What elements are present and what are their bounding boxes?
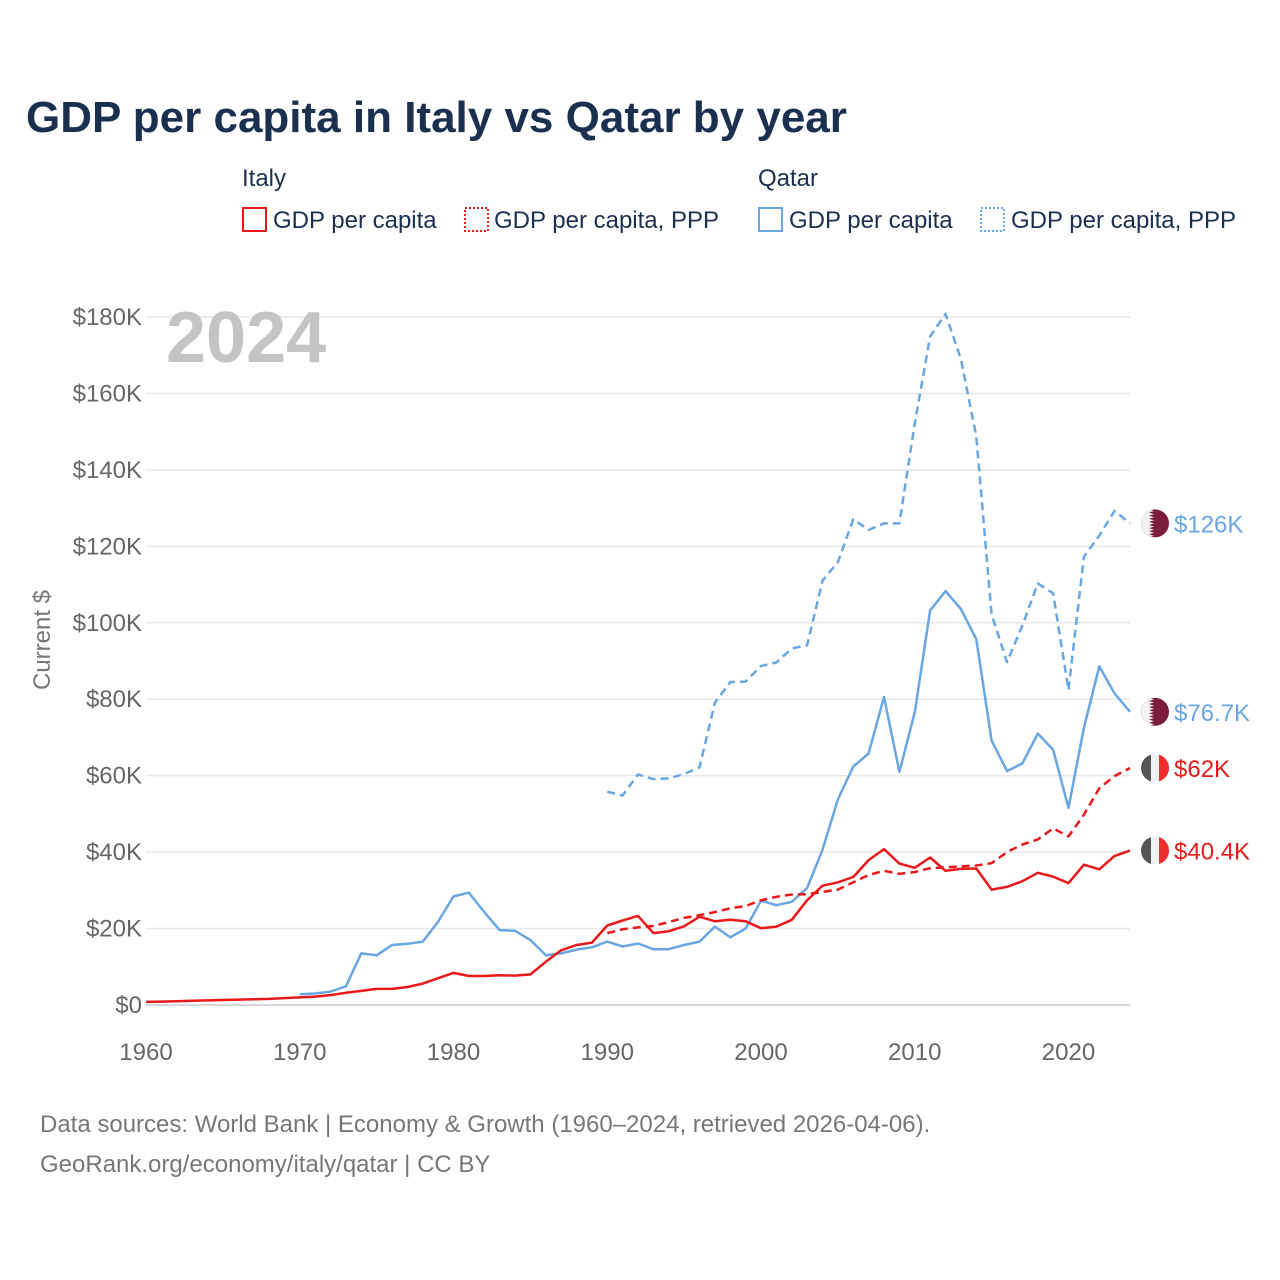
y-axis-ticks: $0 $20K $40K $60K $80K $100K $120K $140K $160K $1… — [73, 304, 142, 1019]
x-axis-ticks: 1960 1970 1980 1990 2000 2010 2020 — [119, 1039, 1095, 1066]
x-tick-label: 1970 — [273, 1039, 326, 1066]
legend-swatch-italy-gdp — [242, 207, 267, 232]
italy-flag-icon — [1141, 836, 1169, 865]
y-tick-label: $40K — [86, 839, 142, 866]
end-label-italy-gdp-per-capita: $40.4K — [1174, 839, 1250, 866]
y-axis-label: Current $ — [29, 590, 56, 690]
x-tick-label: 2010 — [888, 1039, 941, 1066]
end-label-qatar-gdp-per-capita-ppp: $126K — [1174, 511, 1243, 538]
series-line-italy-gdp-per-capita-ppp — [606, 766, 1131, 935]
y-tick-label: $60K — [86, 763, 142, 790]
y-tick-label: $80K — [86, 686, 142, 713]
x-tick-label: 1990 — [581, 1039, 634, 1066]
legend-label-qatar-ppp: GDP per capita, PPP — [1011, 207, 1236, 234]
footer-sources: Data sources: World Bank | Economy & Gro… — [40, 1111, 930, 1138]
legend-label-italy-ppp: GDP per capita, PPP — [494, 207, 719, 234]
y-tick-label: $140K — [73, 457, 142, 484]
series-line-qatar-gdp-per-capita-ppp — [606, 312, 1131, 797]
chart-title: GDP per capita in Italy vs Qatar by year — [26, 93, 847, 142]
footer-link[interactable]: GeoRank.org/economy/italy/qatar | CC BY — [40, 1151, 490, 1178]
legend-swatch-qatar-ppp — [980, 207, 1005, 232]
legend-heading-qatar: Qatar — [758, 165, 818, 192]
series-line-qatar-gdp-per-capita — [299, 589, 1131, 996]
qatar-flag-icon — [1141, 697, 1169, 726]
x-tick-label: 1960 — [119, 1039, 172, 1066]
y-tick-label: $0 — [115, 992, 142, 1019]
x-tick-label: 2020 — [1042, 1039, 1095, 1066]
legend-heading-italy: Italy — [242, 165, 286, 192]
legend-item-italy-gdp[interactable]: GDP per capita — [242, 207, 437, 234]
x-tick-label: 1980 — [427, 1039, 480, 1066]
gridlines — [146, 316, 1130, 1006]
series-lines — [145, 312, 1131, 1004]
italy-flag-icon — [1141, 754, 1169, 783]
legend-item-qatar-ppp[interactable]: GDP per capita, PPP — [980, 207, 1236, 234]
legend-swatch-qatar-gdp — [758, 207, 783, 232]
y-tick-label: $120K — [73, 533, 142, 560]
y-tick-label: $180K — [73, 304, 142, 331]
end-markers: $40.4K $62K $76.7K $126K — [1141, 509, 1250, 866]
year-watermark: 2024 — [166, 298, 326, 378]
series-line-italy-gdp-per-capita — [145, 847, 1131, 1004]
legend-label-qatar-gdp: GDP per capita — [789, 207, 953, 234]
legend-label-italy-gdp: GDP per capita — [273, 207, 437, 234]
y-tick-label: $20K — [86, 916, 142, 943]
qatar-flag-icon — [1141, 509, 1169, 538]
legend-item-italy-ppp[interactable]: GDP per capita, PPP — [464, 207, 719, 234]
legend-swatch-italy-ppp — [464, 207, 489, 232]
end-label-italy-gdp-per-capita-ppp: $62K — [1174, 756, 1230, 783]
legend: Italy Qatar GDP per capita GDP per capit… — [242, 165, 1236, 234]
legend-item-qatar-gdp[interactable]: GDP per capita — [758, 207, 953, 234]
end-label-qatar-gdp-per-capita: $76.7K — [1174, 700, 1250, 727]
y-tick-label: $100K — [73, 610, 142, 637]
y-tick-label: $160K — [73, 380, 142, 407]
x-tick-label: 2000 — [734, 1039, 787, 1066]
